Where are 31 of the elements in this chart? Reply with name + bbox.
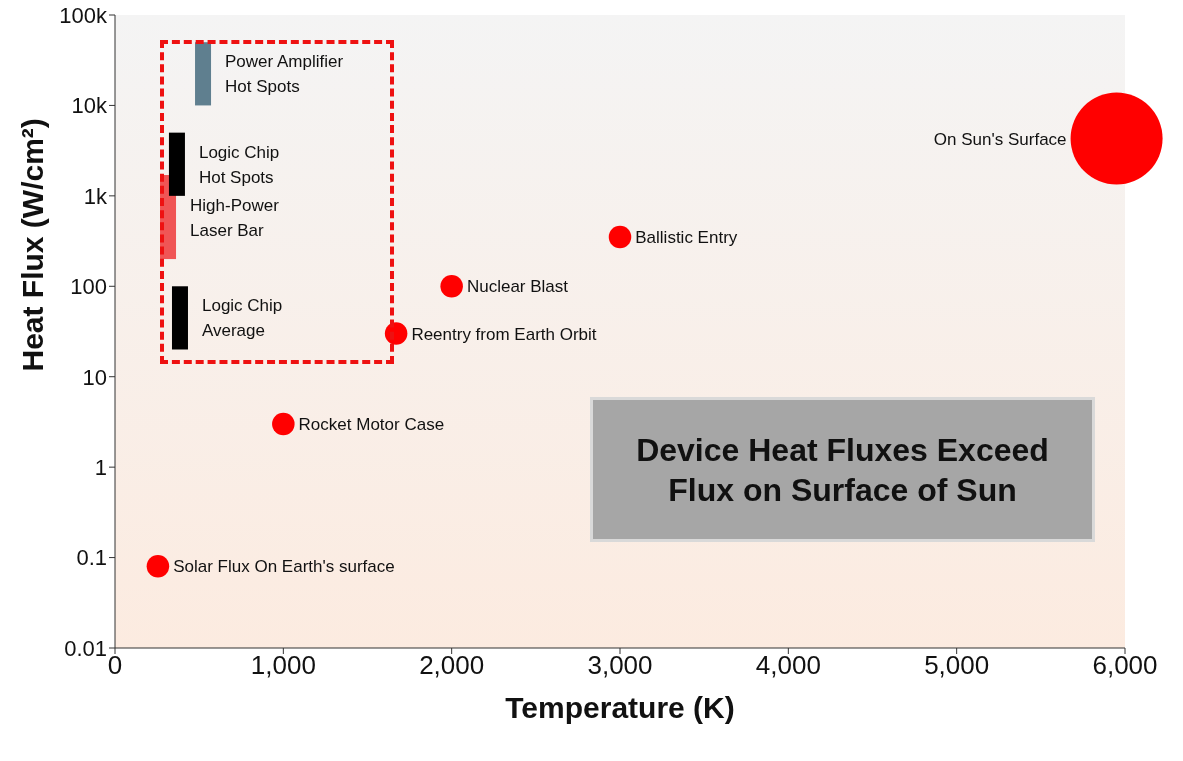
annotation: Logic Chip Hot Spots <box>198 142 280 187</box>
x-tick-label: 5,000 <box>924 650 990 681</box>
annotation: High-Power Laser Bar <box>190 195 280 240</box>
annotation: Reentry from Earth Orbit <box>411 324 597 344</box>
x-axis-title: Temperature (K) <box>505 691 735 724</box>
annotation: Logic Chip Average <box>201 295 283 340</box>
annotation: On Sun's Surface <box>933 129 1067 149</box>
bar <box>171 286 188 350</box>
annotation: Solar Flux On Earth's surface <box>173 556 395 576</box>
x-tick-label: 6,000 <box>1092 650 1158 681</box>
annotation: Nuclear Blast <box>466 276 569 296</box>
x-tick-label: 2,000 <box>419 650 485 681</box>
annotation: Device Heat Fluxes Exceed Flux on Surface of Sun <box>636 430 1049 510</box>
y-tick-label: 1k <box>83 183 108 209</box>
y-tick-label: 10 <box>82 364 107 390</box>
y-tick-label: 100 <box>70 274 107 300</box>
bar <box>195 42 212 106</box>
y-tick-label: 0.01 <box>64 635 107 661</box>
x-tick-label: 4,000 <box>755 650 821 681</box>
y-tick-label: 10k <box>71 93 108 119</box>
annotation: Rocket Motor Case <box>298 414 445 434</box>
annotation: Ballistic Entry <box>635 227 738 247</box>
x-tick-label: 1,000 <box>250 650 316 681</box>
x-tick-label: 3,000 <box>587 650 653 681</box>
y-axis-title: Heat Flux (W/cm²) <box>15 118 49 372</box>
y-tick-label: 0.1 <box>76 545 107 571</box>
text-panel: Device Heat Fluxes Exceed Flux on Surface of Sun <box>590 397 1095 542</box>
bar <box>168 132 185 196</box>
x-tick-label: 0 <box>107 650 123 681</box>
y-tick-label: 1 <box>94 454 107 480</box>
annotation: Power Amplifier Hot Spots <box>225 51 344 96</box>
